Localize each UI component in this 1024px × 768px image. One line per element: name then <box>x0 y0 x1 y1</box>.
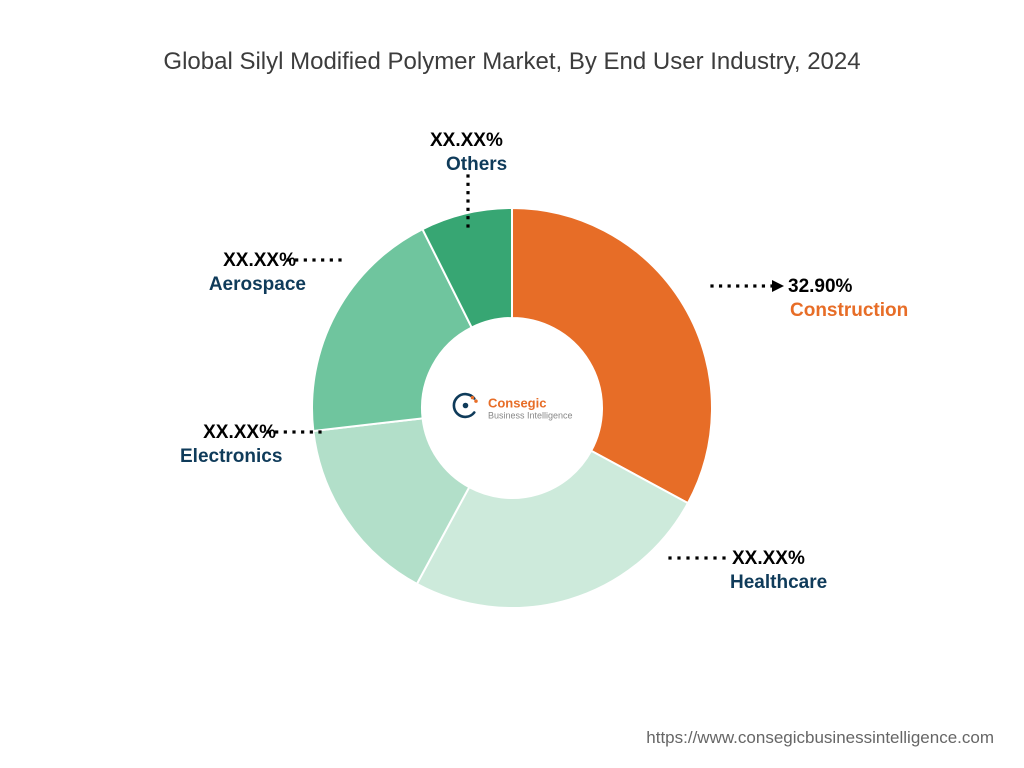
logo-icon <box>451 392 479 425</box>
logo-accent-dot-1 <box>471 396 475 400</box>
label-aerospace-pct: XX.XX% <box>216 250 296 272</box>
label-construction-pct: 32.90% <box>788 276 852 298</box>
label-others-pct: XX.XX% <box>430 130 503 152</box>
logo-text: Consegic Business Intelligence <box>488 396 573 421</box>
logo-line1: Consegic <box>488 396 573 411</box>
chart-title: Global Silyl Modified Polymer Market, By… <box>0 48 1024 76</box>
label-healthcare-pct: XX.XX% <box>732 548 805 570</box>
logo-dot <box>463 403 469 409</box>
label-healthcare-name: Healthcare <box>730 572 827 594</box>
donut-chart: Consegic Business Intelligence <box>312 208 712 608</box>
label-electronics-name: Electronics <box>180 446 280 468</box>
chart-container: Global Silyl Modified Polymer Market, By… <box>0 0 1024 768</box>
logo-line2: Business Intelligence <box>488 411 573 421</box>
label-others-name: Others <box>446 154 507 176</box>
logo-accent-dot-2 <box>474 399 478 403</box>
center-logo: Consegic Business Intelligence <box>451 392 572 425</box>
label-aerospace-name: Aerospace <box>206 274 306 296</box>
footer-url: https://www.consegicbusinessintelligence… <box>646 728 994 748</box>
label-construction-name: Construction <box>790 300 908 322</box>
slice-construction <box>512 208 712 503</box>
label-electronics-pct: XX.XX% <box>196 422 276 444</box>
